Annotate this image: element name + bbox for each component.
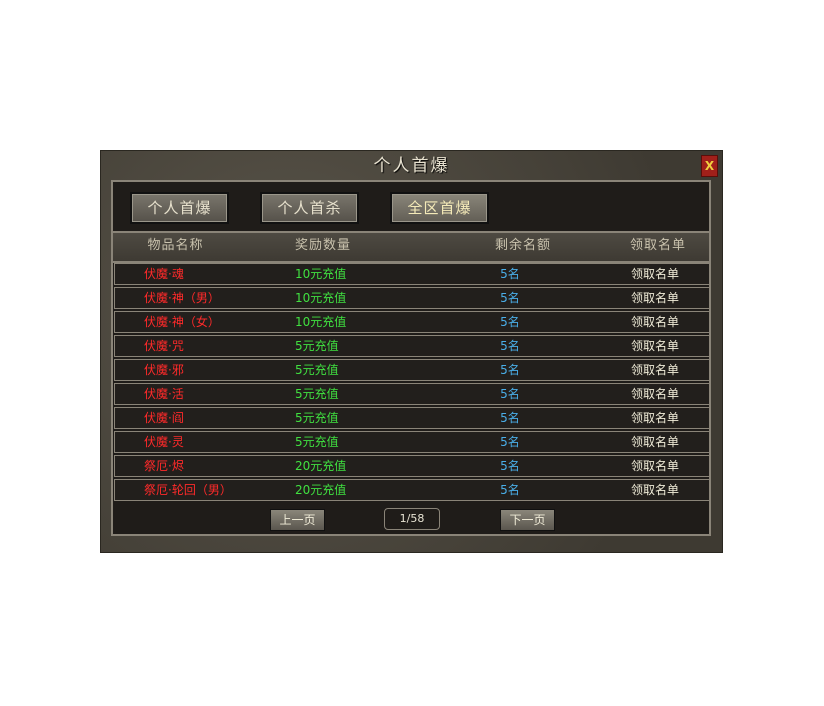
remaining: 5名 [500,483,520,497]
table-row: 伏魔·灵 5元充值 5名 领取名单 [114,431,710,453]
table-row: 祭厄·轮回（男） 20元充值 5名 领取名单 [114,479,710,501]
remaining: 5名 [500,291,520,305]
prev-page-button[interactable]: 上一页 [270,509,325,531]
claim-list-link[interactable]: 领取名单 [630,315,679,329]
claim-list-link[interactable]: 领取名单 [630,363,679,377]
reward: 5元充值 [295,387,339,401]
table-row: 伏魔·魂 10元充值 5名 领取名单 [114,263,710,285]
table-row: 伏魔·阎 5元充值 5名 领取名单 [114,407,710,429]
reward: 20元充值 [295,483,347,497]
reward: 5元充值 [295,435,339,449]
item-name: 伏魔·神（男） [144,291,220,305]
tab-personal-first-kill[interactable]: 个人首杀 [260,192,359,224]
remaining: 5名 [500,411,520,425]
item-name: 伏魔·邪 [144,363,184,377]
reward: 20元充值 [295,459,347,473]
claim-list-link[interactable]: 领取名单 [630,411,679,425]
remaining: 5名 [500,339,520,353]
remaining: 5名 [500,459,520,473]
header-reward: 奖励数量 [294,238,351,253]
next-page-button[interactable]: 下一页 [500,509,555,531]
claim-list-link[interactable]: 领取名单 [630,483,679,497]
page-indicator: 1/58 [384,508,440,530]
window-title: 个人首爆 [373,156,450,176]
item-name: 伏魔·阎 [144,411,184,425]
remaining: 5名 [500,267,520,281]
reward: 5元充值 [295,339,339,353]
header-remaining: 剩余名额 [494,238,551,253]
remaining: 5名 [500,387,520,401]
reward: 5元充值 [295,363,339,377]
claim-list-link[interactable]: 领取名单 [630,291,679,305]
remaining: 5名 [500,363,520,377]
first-drop-window: 个人首爆 X 个人首爆 个人首杀 全区首爆 物品名称 奖励数量 剩余名额 领取名… [100,150,723,553]
claim-list-link[interactable]: 领取名单 [630,339,679,353]
remaining: 5名 [500,315,520,329]
item-name: 伏魔·神（女） [144,315,220,329]
table-row: 伏魔·邪 5元充值 5名 领取名单 [114,359,710,381]
reward: 10元充值 [295,315,347,329]
reward: 10元充值 [295,267,347,281]
reward: 10元充值 [295,291,347,305]
claim-list-link[interactable]: 领取名单 [630,387,679,401]
claim-list-link[interactable]: 领取名单 [630,435,679,449]
item-name: 伏魔·魂 [144,267,184,281]
header-claim-list: 领取名单 [629,238,686,253]
table-row: 祭厄·烬 20元充值 5名 领取名单 [114,455,710,477]
reward: 5元充值 [295,411,339,425]
table-header: 物品名称 奖励数量 剩余名额 领取名单 [113,231,709,263]
item-name: 伏魔·灵 [144,435,184,449]
item-name: 祭厄·轮回（男） [144,483,232,497]
table-row: 伏魔·神（女） 10元充值 5名 领取名单 [114,311,710,333]
item-name: 伏魔·咒 [144,339,184,353]
item-name: 祭厄·烬 [144,459,184,473]
content-panel: 个人首爆 个人首杀 全区首爆 物品名称 奖励数量 剩余名额 领取名单 伏魔·魂 1… [111,180,711,536]
table-row: 伏魔·活 5元充值 5名 领取名单 [114,383,710,405]
tab-personal-first-drop[interactable]: 个人首爆 [130,192,229,224]
table-row: 伏魔·咒 5元充值 5名 领取名单 [114,335,710,357]
close-icon[interactable]: X [701,155,718,177]
tab-server-first-drop[interactable]: 全区首爆 [390,192,489,224]
item-name: 伏魔·活 [144,387,184,401]
claim-list-link[interactable]: 领取名单 [630,459,679,473]
header-item-name: 物品名称 [147,238,204,253]
table-row: 伏魔·神（男） 10元充值 5名 领取名单 [114,287,710,309]
claim-list-link[interactable]: 领取名单 [630,267,679,281]
remaining: 5名 [500,435,520,449]
